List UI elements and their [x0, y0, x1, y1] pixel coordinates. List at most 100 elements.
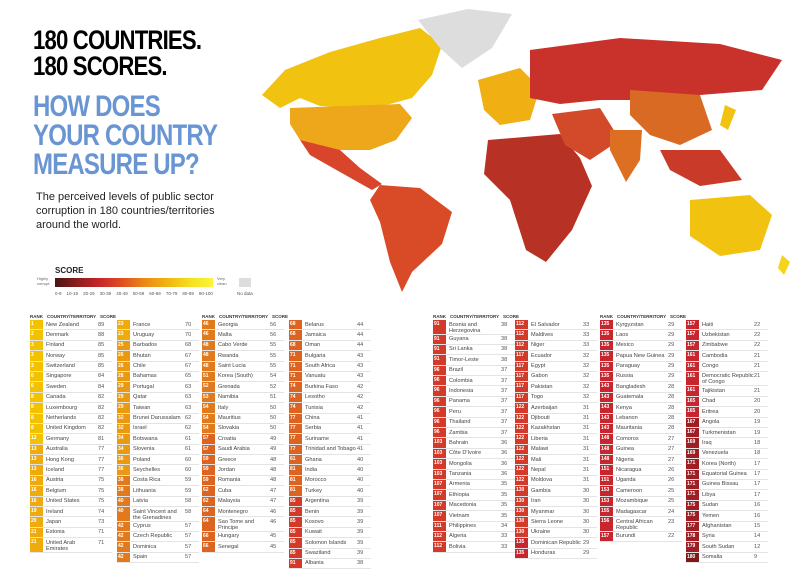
rank-badge: 32	[117, 413, 130, 423]
score-value: 28	[668, 404, 675, 411]
country-name: Bulgaria	[305, 352, 326, 359]
table-row: 42 Spain 57	[117, 552, 199, 564]
score-value: 18	[754, 439, 761, 446]
score-value: 45	[270, 543, 277, 550]
score-value: 30	[583, 529, 590, 536]
country-name: Belarus	[305, 321, 324, 328]
rank-badge: 117	[515, 382, 528, 392]
table-row: 68 Jamaica 44	[289, 330, 371, 341]
score-value: 21	[754, 363, 761, 370]
score-value: 57	[185, 533, 192, 540]
score-value: 82	[98, 394, 105, 401]
rank-badge: 148	[600, 444, 613, 455]
rank-badge: 42	[117, 531, 130, 542]
country-name: Cyprus	[133, 523, 151, 530]
table-row: 117 Togo 32	[515, 392, 597, 404]
country-name: Croatia	[218, 435, 237, 442]
score-value: 70	[185, 331, 192, 338]
table-row: 59 Romania 48	[202, 475, 284, 487]
rank-badge: 77	[289, 423, 302, 434]
country-name: Papua New Guinea	[616, 352, 665, 359]
country-name: Chad	[702, 398, 716, 405]
table-row: 6 Sweden 84	[30, 382, 112, 393]
table-row: 135 Kyrgyzstan 29	[600, 320, 682, 331]
rank-badge: 77	[289, 444, 302, 455]
table-row: 85 Swaziland 39	[289, 548, 371, 559]
score-value: 59	[185, 477, 192, 484]
score-value: 12	[754, 543, 761, 550]
rank-badge: 66	[202, 531, 215, 542]
rank-badge: 3	[30, 361, 43, 371]
table-row: 169 Venezuela 18	[686, 448, 768, 460]
score-value: 30	[583, 487, 590, 494]
rank-badge: 48	[202, 340, 215, 351]
country-name: Swaziland	[305, 550, 331, 557]
score-value: 39	[357, 529, 364, 536]
score-value: 85	[98, 352, 105, 359]
table-row: 112 Maldives 33	[515, 330, 597, 341]
header-rank: RANK	[600, 314, 613, 319]
score-value: 28	[668, 425, 675, 432]
score-value: 39	[357, 539, 364, 546]
table-row: 2 Denmark 88	[30, 330, 112, 341]
table-row: 71 South Africa 43	[289, 361, 371, 372]
country-name: Turkey	[305, 487, 322, 494]
rank-badge: 151	[600, 465, 613, 475]
country-name: Qatar	[133, 394, 147, 401]
table-row: 40 Saint Vincent and the Grenadines 58	[117, 507, 199, 522]
rank-badge: 85	[289, 527, 302, 538]
table-row: 91 Guyana 38	[433, 334, 515, 345]
legend-tick: 10-19	[66, 291, 79, 296]
country-name: Malta	[218, 331, 232, 338]
score-value: 17	[754, 491, 761, 498]
country-name: Serbia	[305, 425, 322, 432]
score-value: 40	[357, 466, 364, 473]
rank-badge: 135	[600, 340, 613, 351]
country-name: Myanmar	[531, 508, 555, 515]
table-row: 161 Congo 21	[686, 361, 768, 372]
table-header: RANK COUNTRY/TERRITORY SCORE	[433, 313, 519, 320]
score-value: 36	[501, 450, 508, 457]
rank-badge: 81	[289, 465, 302, 475]
country-name: Iraq	[702, 439, 712, 446]
country-name: Indonesia	[449, 387, 474, 394]
map-southeast-asia	[660, 150, 742, 186]
country-name: Barbados	[133, 342, 157, 349]
score-value: 29	[583, 550, 590, 557]
country-name: Hong Kong	[46, 456, 74, 463]
table-row: 130 Sierra Leone 30	[515, 517, 597, 528]
score-value: 14	[754, 533, 761, 540]
table-row: 103 Côte D'Ivoire 36	[433, 448, 515, 460]
rank-badge: 29	[117, 382, 130, 392]
score-value: 30	[583, 498, 590, 505]
header-rank: RANK	[433, 314, 446, 319]
table-row: 96 Brazil 37	[433, 365, 515, 377]
rank-badge: 143	[600, 382, 613, 392]
rank-badge: 151	[600, 475, 613, 486]
table-row: 46 Malta 56	[202, 330, 284, 341]
score-value: 42	[357, 394, 364, 401]
score-value: 32	[583, 363, 590, 370]
table-row: 135 Papua New Guinea 29	[600, 351, 682, 362]
table-row: 77 Trinidad and Tobago 41	[289, 444, 371, 456]
country-name: Mozambique	[616, 498, 649, 505]
table-row: 77 Serbia 41	[289, 423, 371, 435]
country-name: Iceland	[46, 466, 65, 473]
table-row: 32 Brunei Darussalam 62	[117, 413, 199, 424]
legend-low-label: Highly corrupt	[37, 276, 50, 286]
rank-badge: 53	[202, 392, 215, 403]
rank-badge: 13	[30, 444, 43, 455]
rank-badge: 8	[30, 403, 43, 413]
score-value: 54	[270, 373, 277, 380]
rank-badge: 6	[30, 382, 43, 392]
country-name: Djibouti	[531, 415, 550, 422]
score-value: 85	[98, 363, 105, 370]
rank-badge: 1	[30, 320, 43, 330]
country-name: Democratic Republic of Congo	[702, 373, 754, 386]
rank-badge: 148	[600, 455, 613, 465]
country-name: Angola	[702, 419, 720, 426]
country-name: Poland	[133, 456, 151, 463]
country-name: Morocco	[305, 477, 327, 484]
table-column: RANK COUNTRY/TERRITORY SCORE 46 Georgia 56 46 M…	[202, 313, 288, 553]
country-name: Kuwait	[305, 529, 322, 536]
